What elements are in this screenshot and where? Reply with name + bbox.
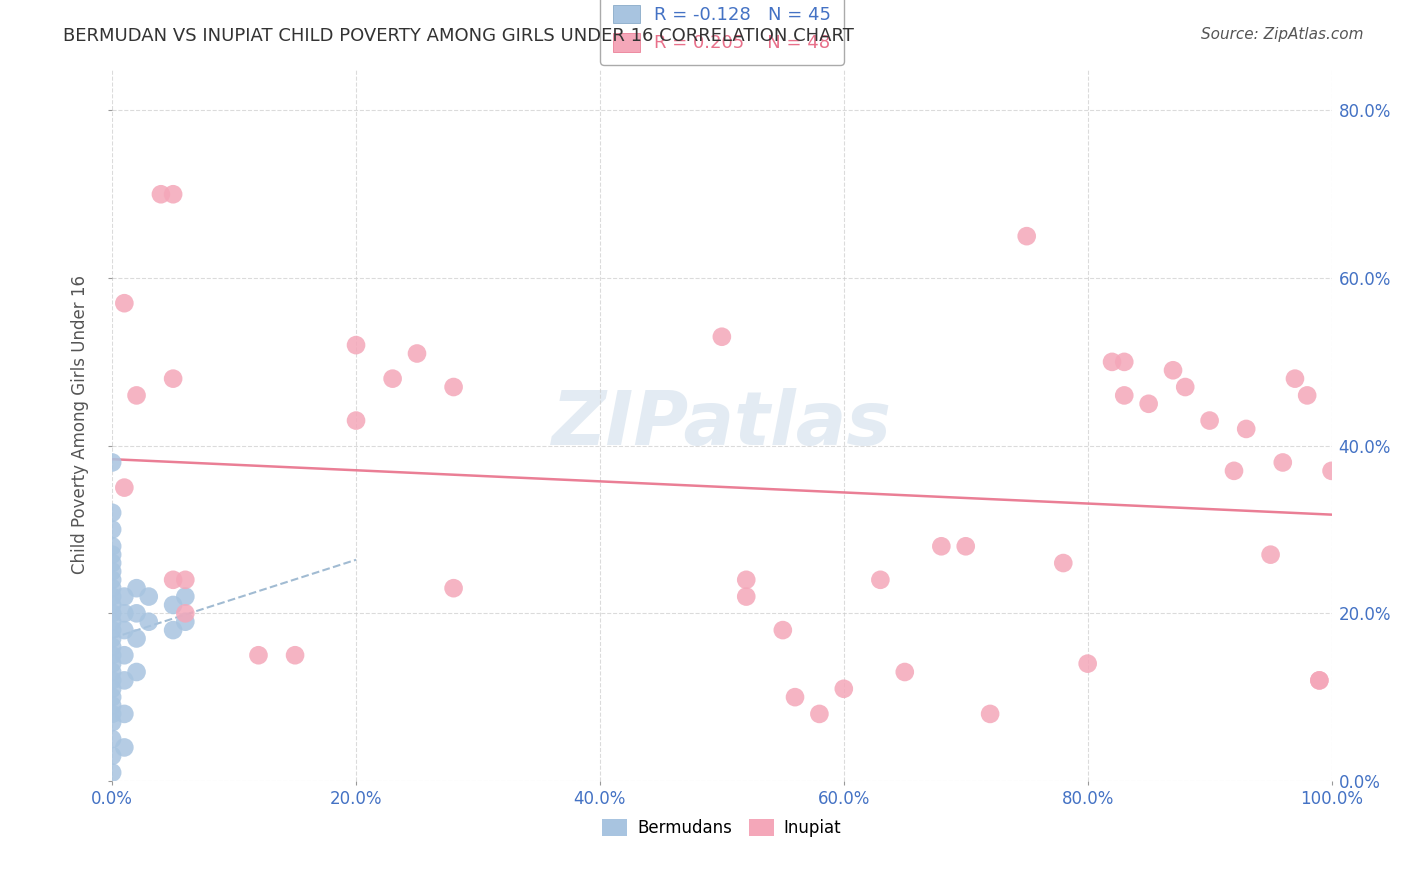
Point <box>344 338 367 352</box>
Point <box>101 665 124 679</box>
Point <box>125 607 148 621</box>
Point <box>443 581 465 595</box>
Text: BERMUDAN VS INUPIAT CHILD POVERTY AMONG GIRLS UNDER 16 CORRELATION CHART: BERMUDAN VS INUPIAT CHILD POVERTY AMONG … <box>63 27 855 45</box>
Point <box>1234 422 1257 436</box>
Point <box>1260 548 1282 562</box>
Point <box>1174 380 1197 394</box>
Point <box>101 732 124 747</box>
Point <box>101 632 124 646</box>
Point <box>1114 355 1136 369</box>
Point <box>138 615 160 629</box>
Point <box>443 380 465 394</box>
Point <box>101 648 124 663</box>
Point <box>101 539 124 553</box>
Point <box>112 607 135 621</box>
Point <box>125 665 148 679</box>
Text: Source: ZipAtlas.com: Source: ZipAtlas.com <box>1201 27 1364 42</box>
Point <box>1308 673 1330 688</box>
Point <box>772 623 794 637</box>
Point <box>101 673 124 688</box>
Point <box>101 706 124 721</box>
Point <box>101 690 124 705</box>
Point <box>101 598 124 612</box>
Point <box>832 681 855 696</box>
Point <box>735 573 758 587</box>
Point <box>1015 229 1038 244</box>
Point <box>101 715 124 730</box>
Point <box>101 623 124 637</box>
Point <box>125 581 148 595</box>
Point <box>284 648 307 663</box>
Point <box>1271 455 1294 469</box>
Point <box>174 573 197 587</box>
Point <box>101 698 124 713</box>
Point <box>174 615 197 629</box>
Point <box>101 506 124 520</box>
Point <box>1077 657 1099 671</box>
Point <box>112 648 135 663</box>
Point <box>894 665 917 679</box>
Point <box>1101 355 1123 369</box>
Point <box>1308 673 1330 688</box>
Point <box>101 581 124 595</box>
Point <box>162 187 184 202</box>
Point <box>101 681 124 696</box>
Point <box>1161 363 1184 377</box>
Point <box>735 590 758 604</box>
Point <box>174 590 197 604</box>
Point <box>125 632 148 646</box>
Point <box>101 590 124 604</box>
Point <box>138 590 160 604</box>
Text: ZIPatlas: ZIPatlas <box>553 388 891 461</box>
Point <box>344 413 367 427</box>
Point <box>1198 413 1220 427</box>
Point <box>112 706 135 721</box>
Point <box>112 590 135 604</box>
Point <box>112 481 135 495</box>
Point <box>1114 388 1136 402</box>
Point <box>710 330 733 344</box>
Point <box>112 623 135 637</box>
Point <box>112 673 135 688</box>
Point <box>101 523 124 537</box>
Point <box>955 539 977 553</box>
Point <box>1284 371 1306 385</box>
Point <box>869 573 891 587</box>
Point <box>1296 388 1319 402</box>
Point <box>101 615 124 629</box>
Point <box>101 765 124 780</box>
Point <box>101 573 124 587</box>
Point <box>162 623 184 637</box>
Point <box>112 296 135 310</box>
Point <box>112 740 135 755</box>
Y-axis label: Child Poverty Among Girls Under 16: Child Poverty Among Girls Under 16 <box>72 276 89 574</box>
Point <box>174 607 197 621</box>
Point <box>162 371 184 385</box>
Point <box>931 539 953 553</box>
Point <box>1137 397 1160 411</box>
Point <box>247 648 270 663</box>
Point <box>1320 464 1343 478</box>
Point <box>1052 556 1074 570</box>
Point <box>1223 464 1246 478</box>
Point <box>406 346 429 360</box>
Point <box>101 556 124 570</box>
Point <box>101 548 124 562</box>
Point <box>149 187 172 202</box>
Point <box>101 607 124 621</box>
Point <box>783 690 806 705</box>
Point <box>808 706 831 721</box>
Point <box>162 573 184 587</box>
Legend: Bermudans, Inupiat: Bermudans, Inupiat <box>596 813 848 844</box>
Point <box>101 748 124 763</box>
Point <box>125 388 148 402</box>
Point <box>101 657 124 671</box>
Point <box>979 706 1001 721</box>
Point <box>101 455 124 469</box>
Point <box>162 598 184 612</box>
Point <box>101 565 124 579</box>
Point <box>101 640 124 654</box>
Point <box>381 371 404 385</box>
